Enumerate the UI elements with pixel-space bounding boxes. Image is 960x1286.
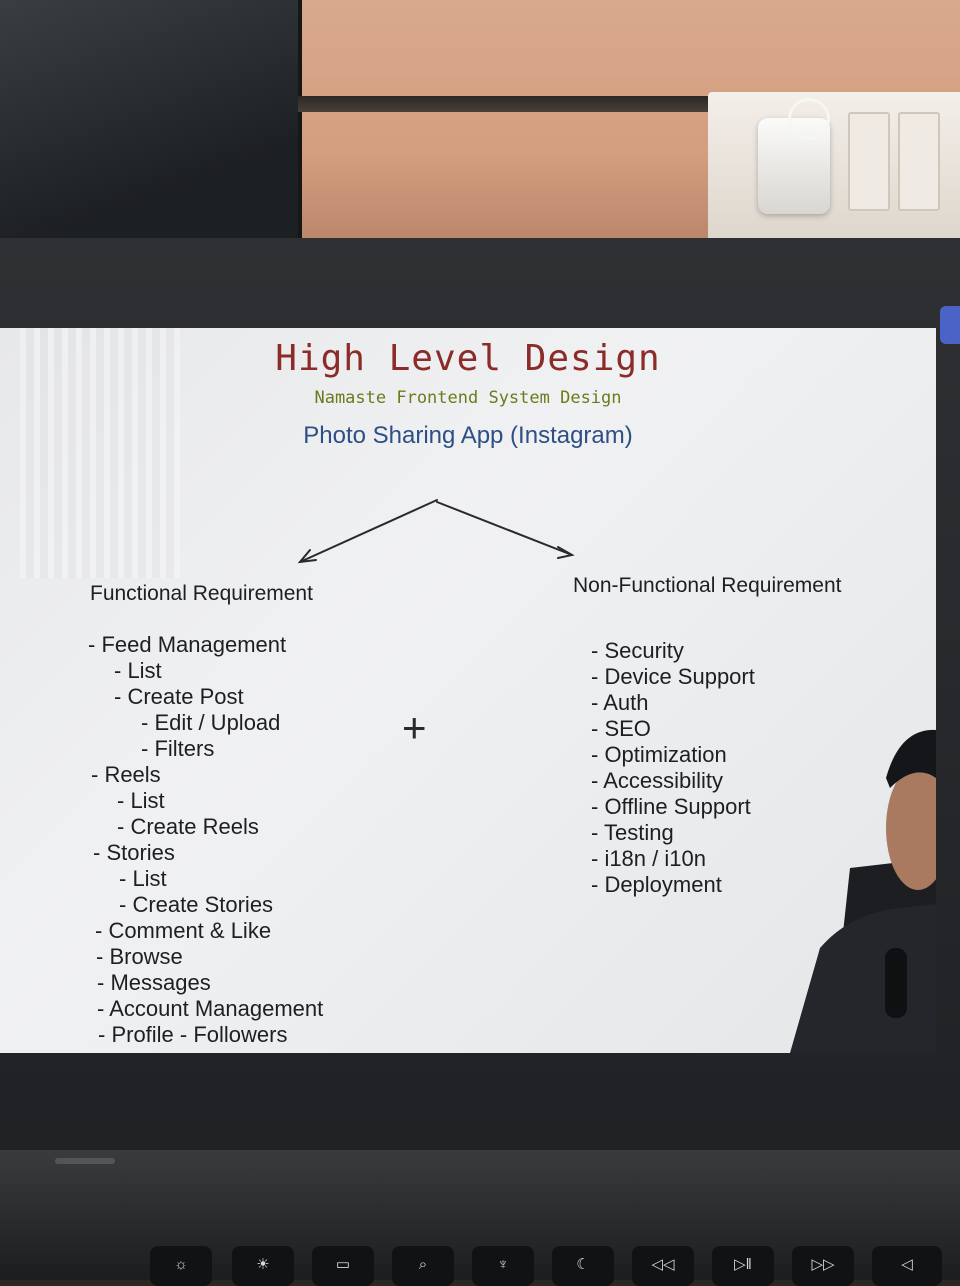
cursor-crosshair: + [402,704,427,751]
presenter-head [886,766,936,890]
mute-icon[interactable]: ◁ [872,1246,942,1286]
rewind-icon[interactable]: ◁◁ [632,1246,694,1286]
list-item: - Browse [96,944,183,969]
mission-control-icon[interactable]: ▭ [312,1246,374,1286]
shelf-ledge [298,96,718,112]
fast-forward-icon[interactable]: ▷▷ [792,1246,854,1286]
list-item: - Account Management [97,996,324,1021]
wall-switchboard [708,92,960,242]
list-item: - List [119,866,167,891]
list-item: - SEO [591,716,651,741]
list-item: - Feed Management [88,632,287,657]
browser-extension-tab[interactable] [940,306,960,344]
arrow-right-head [557,546,575,559]
list-item: - Offline Support [591,794,751,819]
list-item: - Comment & Like [95,918,272,943]
functional-heading: Functional Requirement [90,582,313,605]
list-item: - Create Reels [117,814,259,839]
slide-screen: High Level Design Namaste Frontend Syste… [0,328,936,1053]
laptop-hinge [55,1158,115,1164]
list-item: - Profile - Followers [98,1022,288,1047]
moon-icon[interactable]: ☾ [552,1246,614,1286]
window-reflection [20,328,180,578]
list-item: - Deployment [591,872,722,897]
list-item: - Filters [141,736,215,761]
slide-subtitle: Namaste Frontend System Design [314,388,622,408]
non-functional-heading: Non-Functional Requirement [573,574,842,597]
search-icon[interactable]: ⌕ [392,1246,454,1286]
branch-arrows [297,499,575,564]
function-key-row: ☼ ☀ ▭ ⌕ ♆ ☾ ◁◁ ▷‖ ▷▷ ◁ [0,1238,960,1286]
list-item: - Messages [97,970,211,995]
wall-switch [848,112,890,211]
list-item: - Security [591,638,684,663]
arrow-left-head [297,549,317,564]
presenter-webcam [790,729,936,1053]
list-item: - Create Stories [119,892,274,917]
phone-charger [758,98,830,214]
functional-list: - Feed Management - List - Create Post -… [88,632,323,1048]
list-item: - Stories [93,840,175,865]
presenter-hair [886,729,936,788]
slide-title: High Level Design [275,338,661,379]
external-monitor [0,0,302,250]
brightness-down-icon[interactable]: ☼ [150,1246,212,1286]
list-item: - Device Support [591,664,755,689]
list-item: - Reels [91,762,161,787]
microphone-icon[interactable]: ♆ [472,1246,534,1286]
list-item: - i18n / i10n [591,846,706,871]
list-item: - Create Post [114,684,244,709]
play-pause-icon[interactable]: ▷‖ [712,1246,774,1286]
list-item: - Edit / Upload [141,710,281,735]
non-functional-list: - Security - Device Support - Auth - SEO… [591,638,755,898]
arrow-left [299,499,438,563]
list-item: - Accessibility [591,768,724,793]
list-item: - Optimization [591,742,727,767]
presenter-body [790,904,936,1053]
app-name: Photo Sharing App (Instagram) [303,422,633,449]
microphone [885,948,907,1018]
arrow-right [436,501,573,556]
list-item: - Auth [591,690,649,715]
list-item: - Testing [591,820,674,845]
list-item: - List [114,658,162,683]
wall-switch [898,112,940,211]
list-item: - List [117,788,165,813]
brightness-up-icon[interactable]: ☀ [232,1246,294,1286]
charger-cable [788,98,830,140]
